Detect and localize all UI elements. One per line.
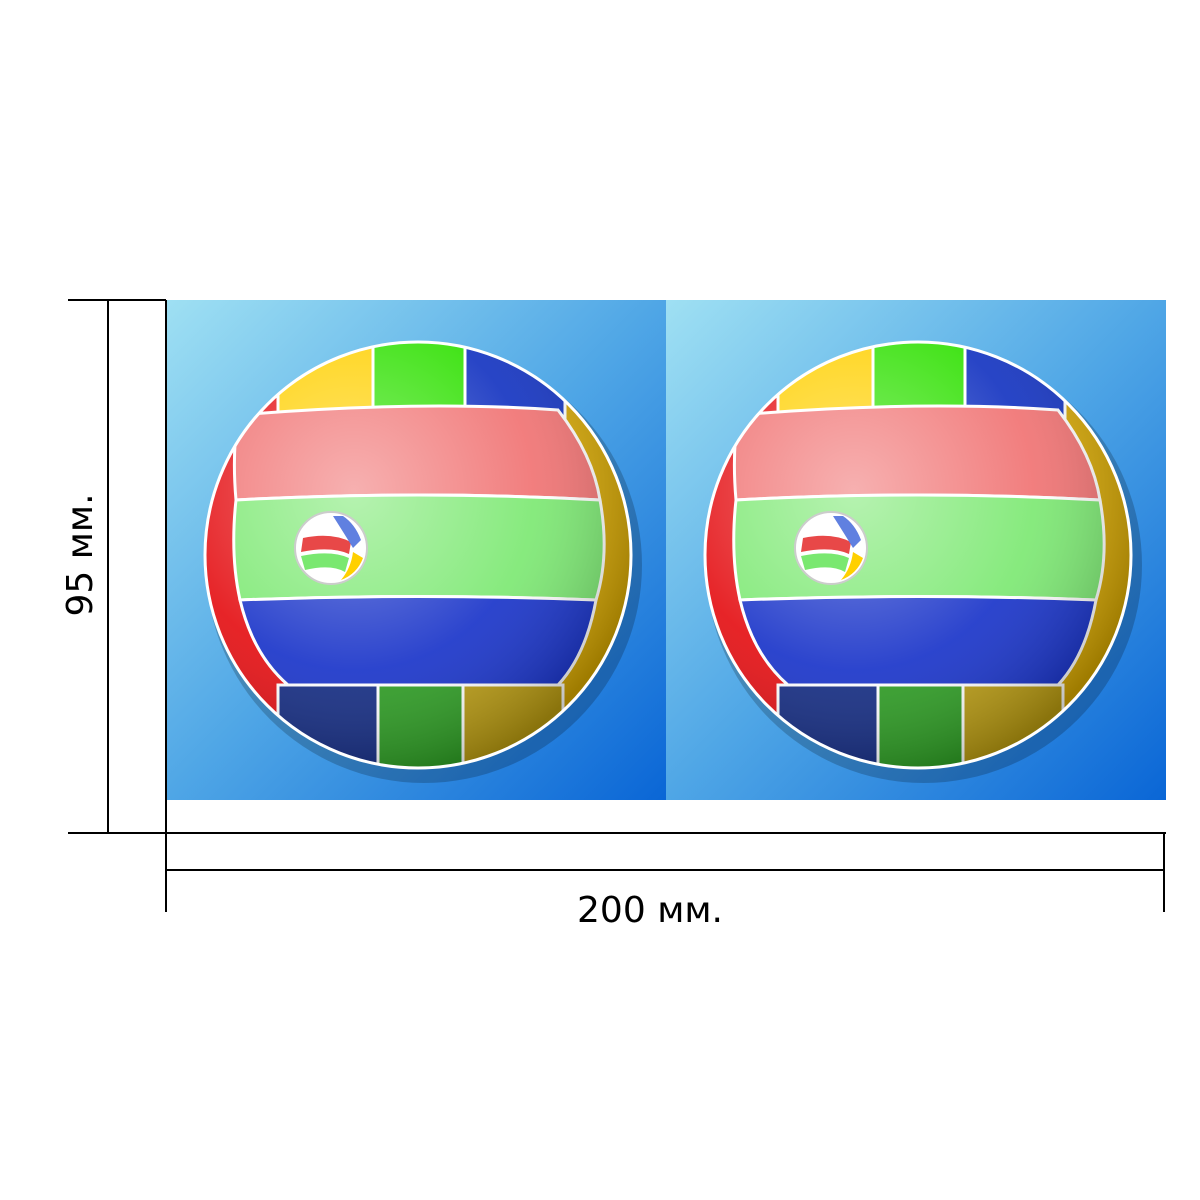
height-label: 95 мм. bbox=[60, 493, 101, 616]
height-dimension bbox=[68, 299, 167, 912]
width-dimension bbox=[166, 832, 1166, 912]
width-label: 200 мм. bbox=[577, 890, 723, 931]
